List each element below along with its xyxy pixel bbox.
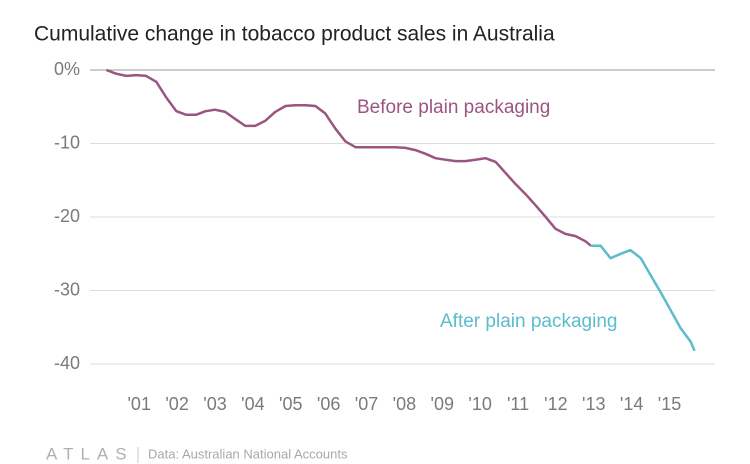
x-tick-label: '10 [468, 394, 491, 414]
y-tick-label: 0% [54, 59, 80, 79]
y-tick-label: -30 [54, 279, 80, 299]
series-line [105, 68, 592, 247]
x-tick-label: '02 [165, 394, 188, 414]
x-tick-label: '07 [355, 394, 378, 414]
x-tick-label: '11 [507, 394, 529, 414]
y-tick-label: -20 [54, 206, 80, 226]
series-label: Before plain packaging [357, 97, 550, 118]
chart-title: Cumulative change in tobacco product sal… [34, 23, 555, 46]
x-tick-label: '05 [279, 394, 302, 414]
y-tick-label: -40 [54, 353, 80, 373]
x-tick-label: '01 [128, 394, 151, 414]
y-tick-label: -10 [54, 132, 80, 152]
x-tick-label: '12 [544, 394, 567, 414]
x-tick-label: '14 [620, 394, 643, 414]
series-label: After plain packaging [440, 311, 617, 332]
series-line [590, 244, 696, 352]
x-tick-label: '15 [658, 394, 681, 414]
x-tick-label: '08 [393, 394, 416, 414]
x-tick-label: '04 [241, 394, 264, 414]
x-tick-label: '09 [431, 394, 454, 414]
source: Data: Australian National Accounts [148, 446, 348, 461]
x-tick-label: '13 [582, 394, 605, 414]
brand: ATLAS [46, 444, 134, 463]
x-tick-label: '03 [203, 394, 226, 414]
x-tick-label: '06 [317, 394, 340, 414]
